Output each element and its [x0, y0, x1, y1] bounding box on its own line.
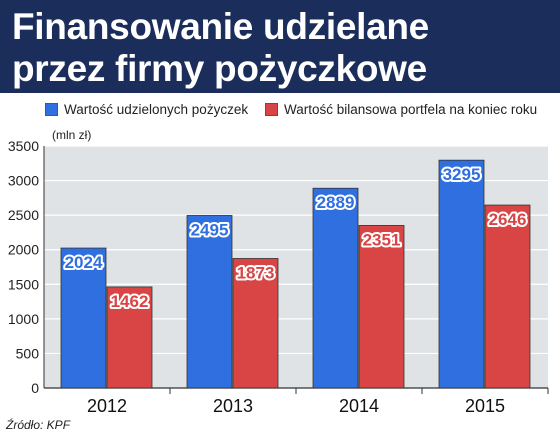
- y-tick-label: 3500: [8, 138, 39, 154]
- bar-blue: [438, 159, 485, 389]
- chart-title: Finansowanie udzielane przez firmy pożyc…: [12, 6, 552, 90]
- data-label: 1462: [111, 292, 149, 311]
- bar-blue: [312, 187, 359, 389]
- bar-red: [106, 286, 153, 389]
- x-tick-label: 2015: [465, 396, 505, 416]
- bar-blue: [186, 215, 233, 389]
- bar-red: [232, 258, 279, 389]
- data-label-outline: 1873: [237, 263, 275, 282]
- data-label-outline: 3295: [443, 165, 481, 184]
- y-tick-label: 1000: [8, 311, 39, 327]
- data-label: 2495: [191, 220, 229, 239]
- legend-item-blue: Wartość udzielonych pożyczek: [45, 102, 248, 117]
- data-label: 1873: [237, 263, 275, 282]
- y-tick-label: 3000: [8, 173, 39, 189]
- data-label: 3295: [443, 165, 481, 184]
- y-tick-label: 2500: [8, 207, 39, 223]
- y-tick-label: 1500: [8, 276, 39, 292]
- data-label-outline: 2495: [191, 220, 229, 239]
- data-label-outline: 2646: [489, 210, 527, 229]
- chart-title-line1: Finansowanie udzielane: [12, 6, 429, 47]
- x-tick-label: 2013: [213, 396, 253, 416]
- data-label: 2024: [65, 253, 103, 272]
- data-label-outline: 2889: [317, 193, 355, 212]
- data-label: 2889: [317, 193, 355, 212]
- legend: Wartość udzielonych pożyczek Wartość bil…: [0, 102, 560, 124]
- legend-item-red: Wartość bilansowa portfela na koniec rok…: [265, 102, 537, 117]
- data-label-outline: 2351: [363, 230, 401, 249]
- bar-blue: [60, 247, 107, 389]
- y-tick-label: 0: [31, 380, 39, 396]
- source-note: Źródło: KPF: [6, 418, 71, 432]
- x-tick-label: 2014: [339, 396, 379, 416]
- data-label-outline: 2024: [65, 253, 103, 272]
- bar-red: [358, 225, 405, 389]
- legend-label-blue: Wartość udzielonych pożyczek: [64, 102, 249, 117]
- title-banner: Finansowanie udzielane przez firmy pożyc…: [0, 0, 560, 93]
- data-label-outline: 1462: [111, 292, 149, 311]
- data-label: 2646: [489, 210, 527, 229]
- x-tick-label: 2012: [87, 396, 127, 416]
- chart-title-line2: przez firmy pożyczkowe: [12, 48, 427, 89]
- y-tick-label: 2000: [8, 242, 39, 258]
- legend-swatch-blue: [45, 103, 58, 116]
- unit-label: (mln zł): [52, 128, 92, 142]
- legend-swatch-red: [265, 103, 278, 116]
- data-label: 2351: [363, 230, 401, 249]
- y-tick-label: 500: [16, 345, 40, 361]
- legend-label-red: Wartość bilansowa portfela na koniec rok…: [284, 102, 538, 117]
- bar-red: [484, 204, 531, 389]
